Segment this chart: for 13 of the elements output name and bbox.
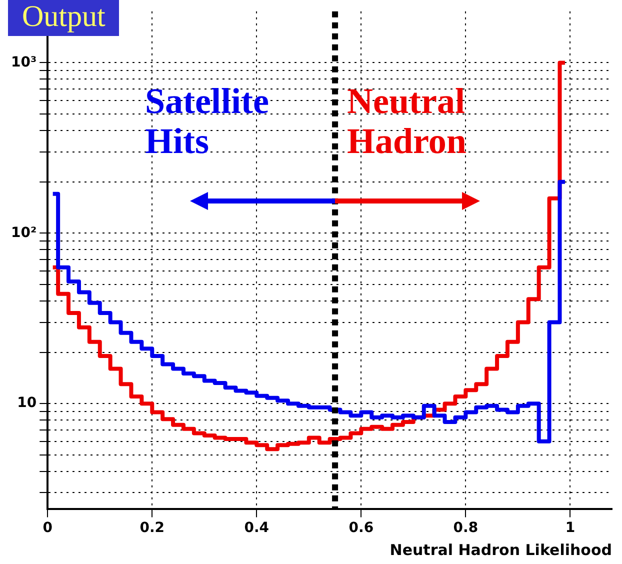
chart-title: Output xyxy=(8,0,120,36)
x-tick-label: 0.6 xyxy=(348,520,374,536)
y-tick-label: 10² xyxy=(10,224,37,241)
x-tick-label: 0.4 xyxy=(244,520,270,536)
x-tick-label: 0.8 xyxy=(453,520,478,536)
x-axis-title: Neutral Hadron Likelihood xyxy=(390,540,612,559)
x-tick-label: 0 xyxy=(42,520,53,536)
y-tick-label: 10 xyxy=(17,395,37,412)
text: Satellite Hits xyxy=(145,81,270,162)
x-tick-label: 0.2 xyxy=(140,520,165,536)
x-tick-label: 1 xyxy=(565,520,576,536)
text: Neutral Hadron xyxy=(347,81,468,162)
y-tick-label: 10³ xyxy=(10,54,37,70)
